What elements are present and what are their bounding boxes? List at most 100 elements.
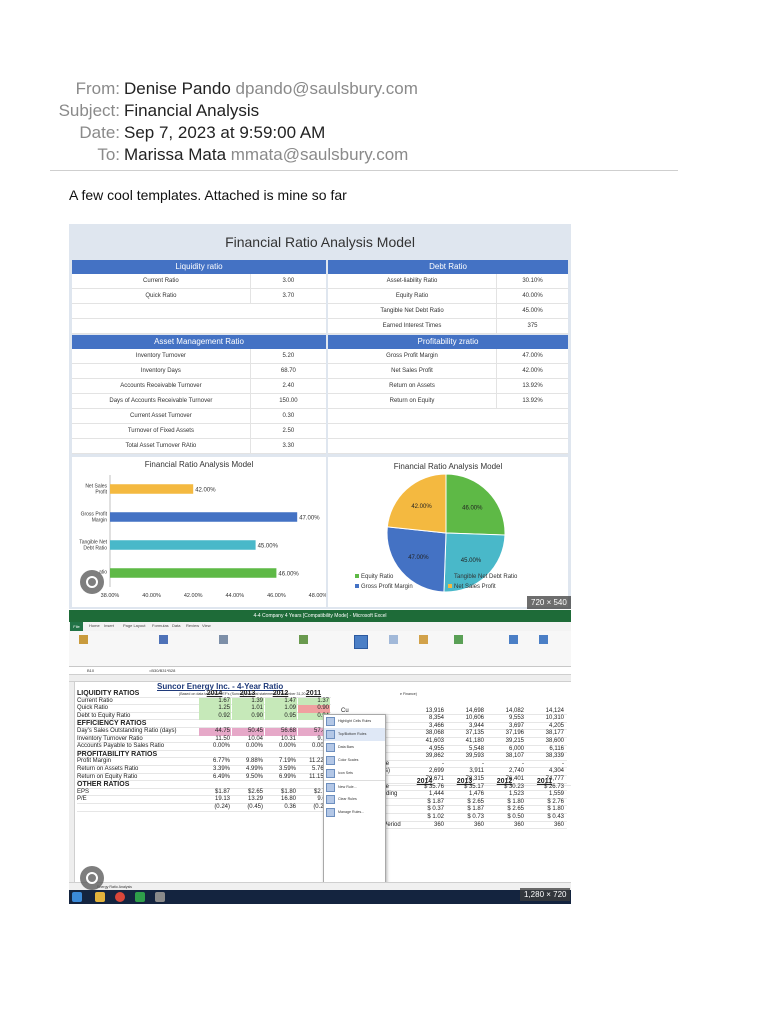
table-cell[interactable]: $ 35.17 bbox=[463, 783, 484, 790]
table-cell[interactable]: 9,553 bbox=[508, 715, 524, 722]
menu-item[interactable]: Manage Rules... bbox=[324, 806, 385, 819]
table-cell[interactable]: 3,911 bbox=[469, 768, 484, 775]
table-cell[interactable]: 13.29 bbox=[247, 796, 263, 803]
table-row[interactable]: 2014 2013 2012 2011 bbox=[341, 778, 571, 786]
table-row[interactable]: EPS $1.87 $2.65 $1.80 $2.76 bbox=[77, 789, 331, 797]
table-cell[interactable]: $2.76 bbox=[313, 788, 329, 795]
table-cell[interactable]: 1,559 bbox=[548, 791, 564, 798]
from-address[interactable]: dpando@saulsbury.com bbox=[235, 79, 418, 98]
table-cell[interactable]: $ 2.76 bbox=[547, 798, 564, 805]
tab-insert[interactable]: Insert bbox=[104, 623, 115, 628]
table-cell[interactable]: $ 1.87 bbox=[467, 806, 484, 813]
table-cell[interactable]: 19.13 bbox=[214, 796, 230, 803]
table-cell[interactable]: 2014 bbox=[416, 778, 433, 785]
insert-cells-icon[interactable] bbox=[454, 635, 463, 644]
table-row[interactable]: Inventory Turnover Ratio11.5010.0410.319… bbox=[77, 736, 331, 744]
table-cell[interactable]: 14,082 bbox=[505, 707, 524, 714]
table-cell[interactable]: 9.88% bbox=[245, 758, 263, 765]
menu-item[interactable]: Clear Rules bbox=[324, 793, 385, 806]
table-cell[interactable]: 4,955 bbox=[428, 745, 444, 752]
table-cell[interactable]: 39,215 bbox=[505, 737, 524, 744]
table-cell[interactable]: 5.76% bbox=[311, 765, 329, 772]
table-cell[interactable]: 0.00% bbox=[212, 743, 230, 750]
table-cell[interactable]: $ 1.80 bbox=[547, 806, 564, 813]
table-cell[interactable]: $ 0.50 bbox=[507, 813, 524, 820]
table-cell[interactable]: $ 35.76 bbox=[423, 783, 444, 790]
table-cell[interactable]: (0.45) bbox=[247, 803, 263, 810]
tab-page-layout[interactable]: Page Layout bbox=[123, 623, 146, 628]
table-cell[interactable]: 10,606 bbox=[465, 715, 484, 722]
table-cell[interactable]: 5,548 bbox=[468, 745, 484, 752]
table-cell[interactable]: - bbox=[522, 760, 524, 767]
app-taskbar-icon[interactable] bbox=[155, 892, 165, 902]
table-cell[interactable]: 7.19% bbox=[278, 758, 296, 765]
excel-taskbar-icon[interactable] bbox=[135, 892, 145, 902]
table-cell[interactable]: $ 2.65 bbox=[507, 806, 524, 813]
table-row[interactable]: (0.24) (0.45) 0.36 (0.28) bbox=[77, 804, 331, 812]
table-cell[interactable]: 0.92 bbox=[199, 712, 231, 721]
table-cell[interactable]: 3.59% bbox=[278, 765, 296, 772]
table-cell[interactable]: 57.43 bbox=[298, 727, 330, 736]
table-cell[interactable]: 0.00% bbox=[245, 743, 263, 750]
table-cell[interactable]: 6,000 bbox=[508, 745, 524, 752]
table-cell[interactable]: 44.75 bbox=[199, 727, 231, 736]
table-cell[interactable]: 41,180 bbox=[465, 737, 484, 744]
font-group-icon[interactable] bbox=[159, 635, 168, 644]
table-row[interactable]: Cu 13,916 14,698 14,082 14,124 bbox=[341, 708, 567, 716]
table-cell[interactable]: 39,862 bbox=[425, 753, 444, 760]
excel-screenshot-image[interactable]: 4-4 Company 4 Years [Compatibility Mode]… bbox=[69, 610, 571, 904]
table-row[interactable]: Return on Equity Ratio 6.49% 9.50% 6.99% 11.… bbox=[77, 774, 331, 782]
table-cell[interactable]: (0.24) bbox=[214, 803, 230, 810]
section-row[interactable]: OTHER RATIOS bbox=[77, 781, 331, 789]
table-cell[interactable]: 11.22% bbox=[309, 758, 329, 765]
sheet-tab[interactable]: Energy Ratio Analysis bbox=[97, 885, 132, 889]
table-cell[interactable]: 4.99% bbox=[245, 765, 263, 772]
table-cell[interactable]: 1.37 bbox=[298, 697, 330, 706]
table-cell[interactable]: $ 1.80 bbox=[507, 798, 524, 805]
table-cell[interactable]: 3,944 bbox=[468, 722, 484, 729]
table-cell[interactable]: 16.80 bbox=[280, 796, 296, 803]
start-icon[interactable] bbox=[72, 892, 82, 902]
table-cell[interactable]: 360 bbox=[553, 821, 564, 828]
table-cell[interactable]: 38,107 bbox=[505, 753, 524, 760]
table-cell[interactable]: 76,401 bbox=[505, 775, 524, 782]
table-cell[interactable]: 11.15% bbox=[309, 773, 329, 780]
ratio-model-image[interactable]: Financial Ratio Analysis Model Liquidity… bbox=[69, 224, 571, 609]
table-cell[interactable]: 3.39% bbox=[212, 765, 230, 772]
worksheet[interactable]: Suncor Energy Inc. - 4-Year Ratio (Based… bbox=[69, 682, 571, 890]
table-cell[interactable]: 38,177 bbox=[545, 730, 564, 737]
table-cell[interactable]: 10,310 bbox=[545, 715, 564, 722]
table-cell[interactable]: 37,135 bbox=[465, 730, 484, 737]
table-cell[interactable]: 2,699 bbox=[428, 768, 444, 775]
table-cell[interactable]: 2013 bbox=[239, 690, 256, 697]
table-cell[interactable]: 10.31 bbox=[280, 735, 296, 742]
table-cell[interactable]: 11.50 bbox=[215, 735, 230, 742]
table-cell[interactable]: 0.00% bbox=[311, 743, 329, 750]
table-cell[interactable]: - bbox=[482, 760, 484, 767]
table-cell[interactable]: - bbox=[442, 760, 444, 767]
table-cell[interactable]: 6.49% bbox=[212, 773, 230, 780]
table-cell[interactable]: 0.36 bbox=[284, 803, 296, 810]
table-cell[interactable]: 56.68 bbox=[265, 727, 297, 736]
menu-item[interactable]: Highlight Cells Rules bbox=[324, 715, 385, 728]
table-cell[interactable]: 1,523 bbox=[508, 791, 524, 798]
table-cell[interactable]: $2.65 bbox=[247, 788, 263, 795]
table-cell[interactable]: $ 0.43 bbox=[547, 813, 564, 820]
table-cell[interactable]: 37,196 bbox=[505, 730, 524, 737]
table-cell[interactable]: 360 bbox=[473, 821, 484, 828]
alignment-icon[interactable] bbox=[219, 635, 228, 644]
table-cell[interactable]: 1.09 bbox=[265, 705, 297, 713]
table-cell[interactable]: 1.67 bbox=[199, 697, 231, 706]
section-row[interactable]: EFFICIENCY RATIOS bbox=[77, 720, 331, 728]
table-cell[interactable]: 41,603 bbox=[425, 737, 444, 744]
table-cell[interactable]: $ 1.87 bbox=[427, 798, 444, 805]
find-select-icon[interactable] bbox=[539, 635, 548, 644]
image-search-icon[interactable] bbox=[80, 570, 104, 594]
table-cell[interactable]: 39,593 bbox=[465, 753, 484, 760]
table-cell[interactable]: 360 bbox=[433, 821, 444, 828]
table-cell[interactable]: 0.95 bbox=[265, 712, 297, 721]
table-cell[interactable]: 50.45 bbox=[232, 727, 264, 736]
section-row[interactable]: LIQUIDITY RATIOS 2014 2013 2012 2011 bbox=[77, 690, 331, 698]
